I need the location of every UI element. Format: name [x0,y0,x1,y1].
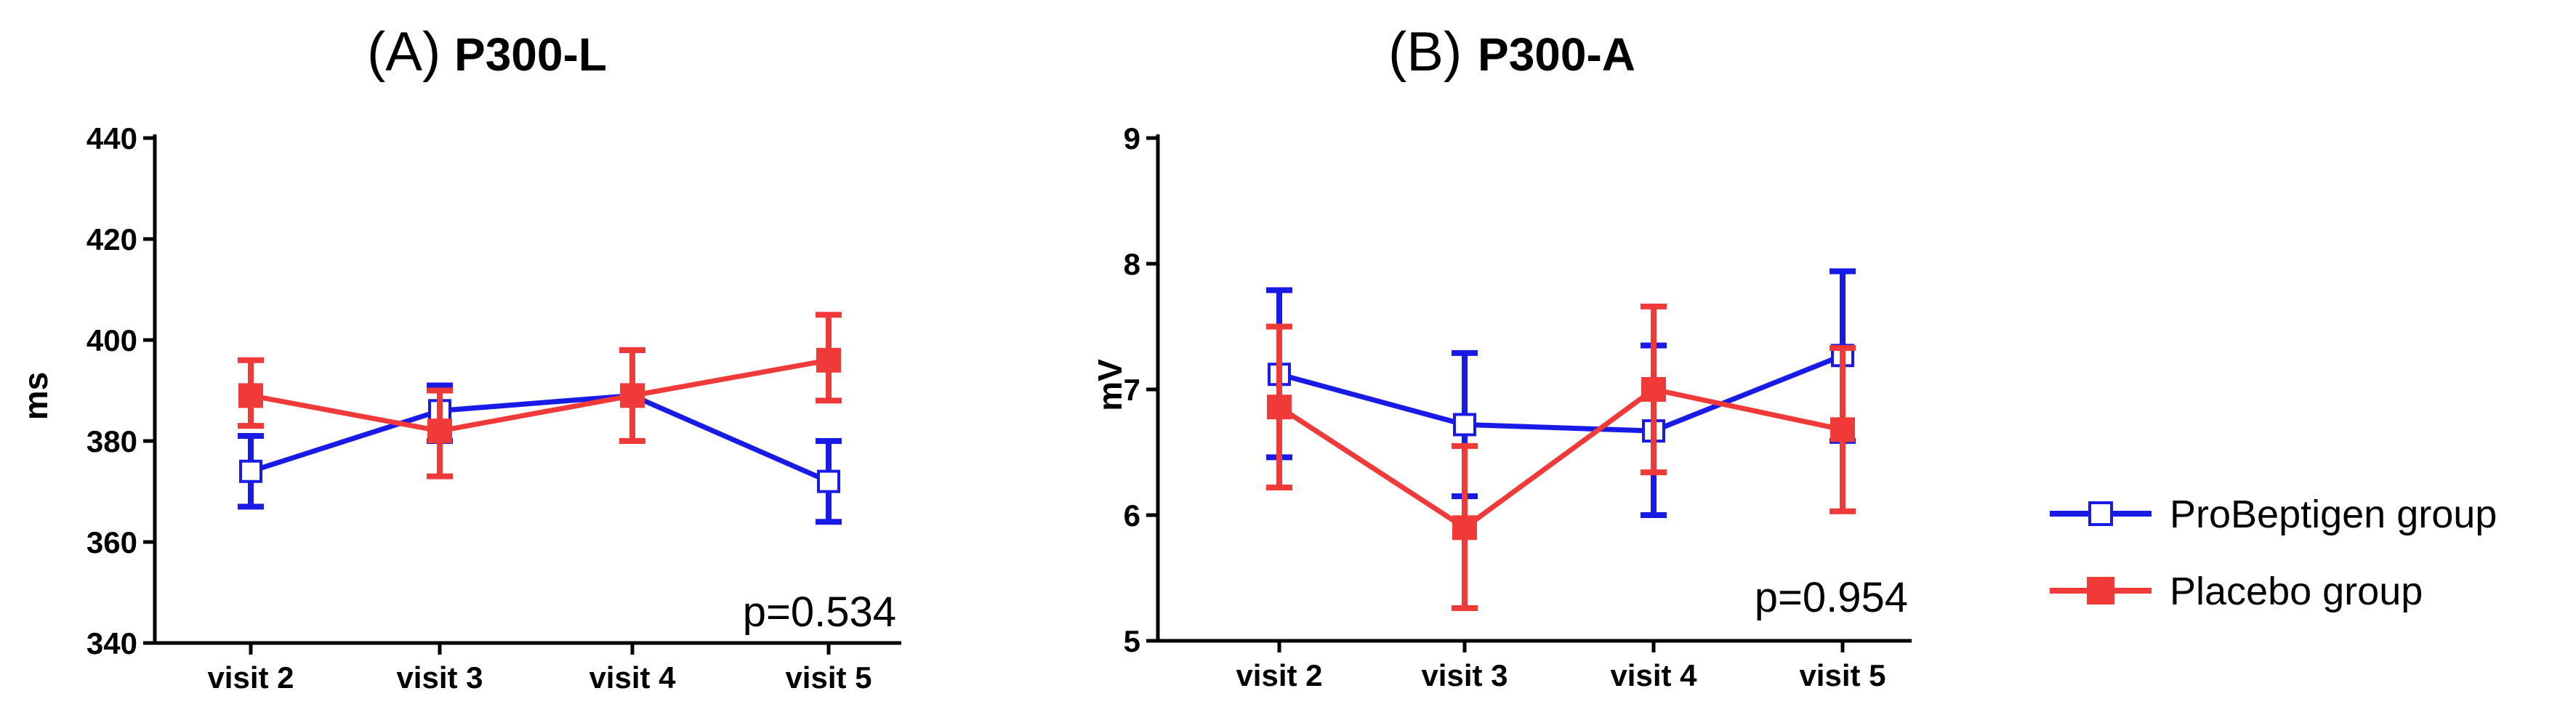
panel-b-y-tick-label: 7 [1124,373,1140,407]
panel-b-series-probeptigen [1266,268,1856,518]
panel-b-title: P300-A [1478,28,1635,81]
panel-a-plot [238,312,842,525]
panel-b-point-probeptigen [1453,413,1476,437]
panel-a-annotation: p=0.534 [743,589,896,636]
legend-label-probeptigen: ProBeptigen group [2170,493,2497,536]
panel-b-x-tick-label: visit 2 [1236,658,1322,692]
panel-b-point-placebo [1830,417,1855,442]
legend: ProBeptigen group Placebo group [2050,493,2497,613]
panel-b-x-tick-label: visit 3 [1421,658,1508,692]
panel-b-x-tick-label: visit 5 [1799,658,1885,692]
panel-a-x-tick-label: visit 3 [396,660,483,695]
panel-a-line-probeptigen [249,392,830,484]
legend-item-probeptigen: ProBeptigen group [2050,493,2497,536]
panel-b-point-placebo [1267,395,1292,420]
panel-a-line-placebo [250,357,829,434]
panel-b-y-tick-label: 8 [1124,247,1140,281]
panel-b-y-tick-label: 5 [1124,624,1140,658]
legend-item-placebo: Placebo group [2050,570,2423,613]
panel-a: (A) P300-L ms 340 360 380 400 420 440 visit 2 v… [17,21,901,695]
panel-b-axes: 5 6 7 8 9 visit 2 visit 3 visit 4 visit 5 [1124,121,1912,692]
panel-b-x-tick-label: visit 4 [1610,658,1697,692]
legend-marker-filled-square-icon [2087,577,2114,604]
legend-label-placebo: Placebo group [2170,570,2423,613]
panel-b-series-placebo [1266,303,1856,612]
panel-b-line-placebo [1278,387,1843,530]
panel-b-ylabel: mV [1091,359,1129,411]
panel-a-y-tick-label: 360 [86,525,137,559]
panel-a-y-tick-label: 340 [86,626,137,660]
panel-a-ylabel: ms [17,372,55,420]
panel-a-x-tick-label: visit 2 [207,660,294,695]
panel-a-y-tick-label: 400 [86,323,137,357]
panel-b: (B) P300-A mV 5 6 7 8 9 visit 2 visit 3 visit 4… [1091,21,1912,692]
panel-b-annotation: p=0.954 [1755,574,1908,621]
panel-a-point-placebo [816,347,841,373]
panel-a-point-probeptigen [239,459,262,483]
panel-a-label: (A) [367,21,440,83]
panel-b-point-placebo [1641,377,1666,402]
panel-a-point-placebo [427,418,452,444]
panel-a-title: P300-L [454,28,607,81]
panel-a-point-placebo [620,383,645,408]
panel-a-y-tick-label: 420 [86,222,137,256]
panel-b-label: (B) [1388,21,1462,83]
panel-a-point-placebo [238,383,263,408]
panel-b-line-probeptigen [1279,353,1844,434]
panel-b-y-tick-label: 6 [1124,498,1140,533]
panel-a-y-tick-label: 380 [86,424,137,458]
legend-marker-open-square-icon [2088,501,2113,526]
panel-a-axes: 340 360 380 400 420 440 visit 2 visit 3 visit 4 v… [86,121,901,695]
panel-a-point-probeptigen [817,469,840,493]
panel-b-y-tick-label: 9 [1124,121,1140,155]
panel-a-x-tick-label: visit 4 [589,660,676,695]
panel-b-point-placebo [1452,515,1477,541]
panel-a-y-tick-label: 440 [86,121,137,155]
panel-a-x-tick-label: visit 5 [785,660,872,695]
panel-a-series-placebo [238,312,842,480]
panel-b-plot [1266,268,1856,612]
